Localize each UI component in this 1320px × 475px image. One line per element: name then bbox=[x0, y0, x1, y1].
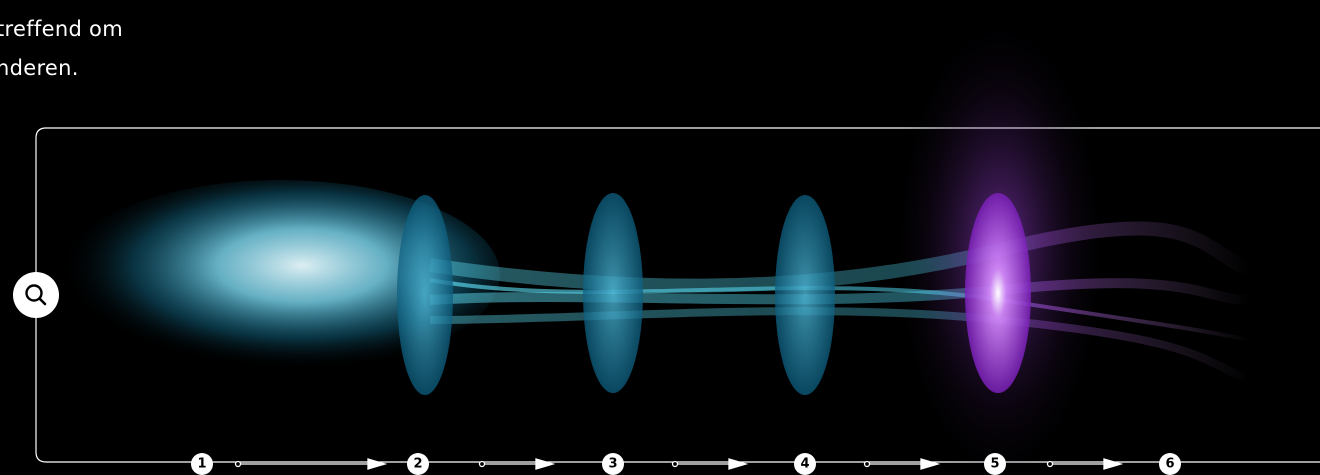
intro-line: nderen. bbox=[0, 56, 79, 80]
step-circle bbox=[191, 453, 213, 475]
arrows bbox=[234, 458, 1124, 470]
search-button[interactable] bbox=[13, 272, 59, 318]
step-marker: 3 bbox=[602, 453, 624, 475]
step-marker: 2 bbox=[407, 453, 429, 475]
light-stream bbox=[428, 221, 1253, 384]
step-number: 6 bbox=[1165, 457, 1174, 472]
step-number: 2 bbox=[413, 457, 422, 472]
step-circle bbox=[602, 453, 624, 475]
particle-cloud bbox=[60, 180, 500, 370]
step-circle bbox=[1159, 453, 1181, 475]
step-circle bbox=[984, 453, 1006, 475]
step-number: 4 bbox=[800, 457, 809, 472]
lens-purple bbox=[965, 193, 1031, 393]
step-marker: 5 bbox=[984, 453, 1006, 475]
intro-line: treffend om bbox=[0, 17, 123, 41]
lens bbox=[775, 195, 835, 395]
lens bbox=[397, 195, 453, 395]
step-circle bbox=[407, 453, 429, 475]
step-marker: 4 bbox=[794, 453, 816, 475]
lens bbox=[583, 193, 643, 393]
step-number: 3 bbox=[608, 457, 617, 472]
step-marker: 1 bbox=[191, 453, 213, 475]
step-circle bbox=[794, 453, 816, 475]
step-number: 1 bbox=[197, 457, 206, 472]
step-marker: 6 bbox=[1159, 453, 1181, 475]
step-number: 5 bbox=[990, 457, 999, 472]
intro-text: treffend om nderen. bbox=[0, 10, 123, 88]
